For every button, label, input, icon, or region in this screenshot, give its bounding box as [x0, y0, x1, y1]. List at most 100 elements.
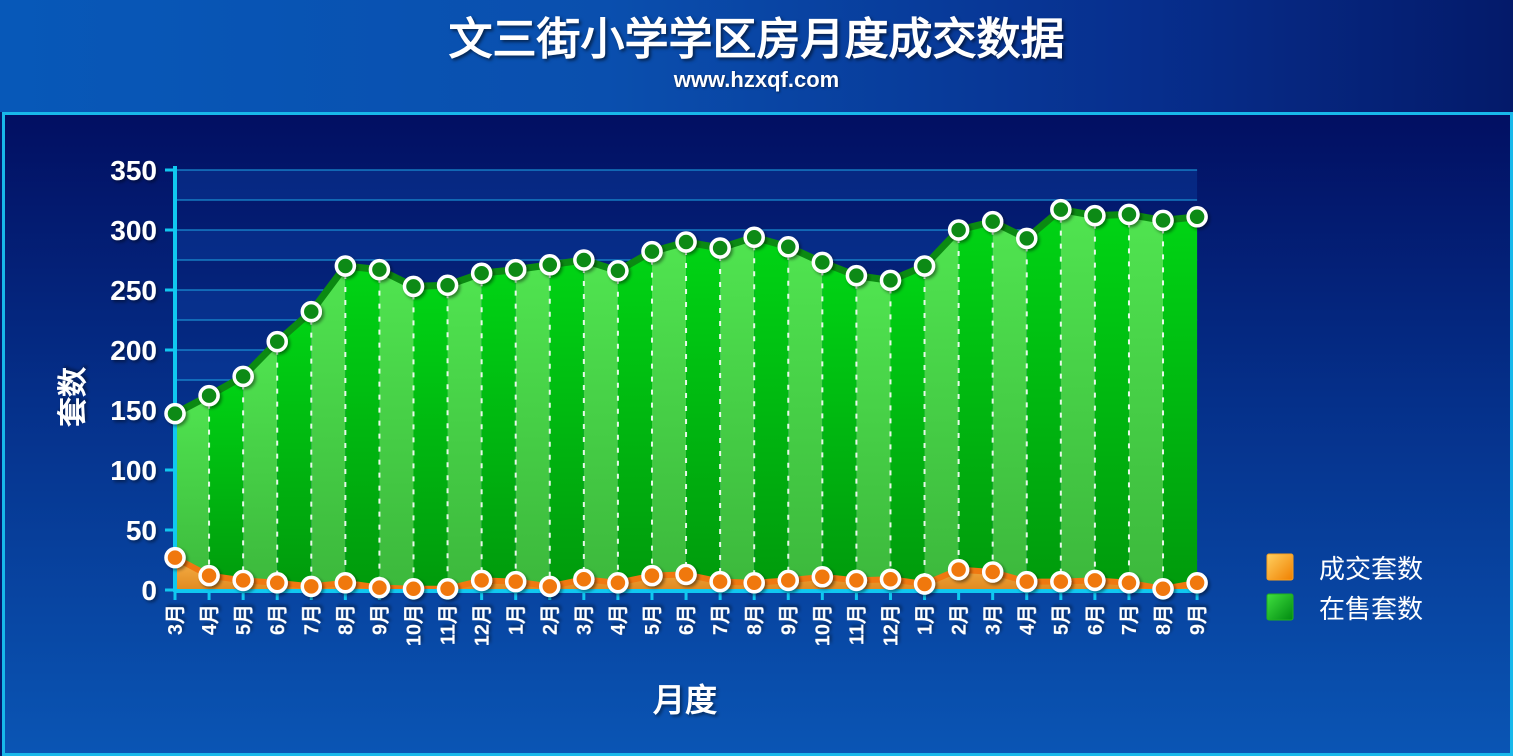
x-tick-label: 8月 [744, 604, 766, 635]
y-tick-label: 150 [110, 395, 157, 426]
inventory-area-segment [924, 230, 959, 590]
x-tick-label: 4月 [1017, 604, 1039, 635]
inventory-area-segment [856, 275, 891, 590]
inventory-area-segment [890, 266, 925, 590]
inventory-area-segment [583, 260, 618, 590]
x-tick-label: 3月 [165, 604, 187, 635]
x-tick-label: 11月 [438, 604, 460, 645]
inventory-point [300, 300, 323, 323]
x-tick-label: 8月 [335, 604, 357, 635]
inventory-point [641, 240, 663, 263]
chart-panel: 套数 月度 0 50 100 150 200 250 300 350 3月 4月 5月 6月 7月 8月 9… [2, 112, 1513, 756]
inventory-area-segment [345, 266, 380, 590]
legend-swatch-inventory [1266, 593, 1294, 621]
inventory-point [232, 365, 254, 388]
inventory-point [1016, 227, 1038, 250]
inventory-area-segment [686, 242, 721, 590]
x-axis-title: 月度 [653, 682, 717, 718]
deals-point [573, 568, 595, 590]
inventory-point [539, 254, 561, 276]
inventory-area-segment [277, 311, 312, 590]
deals-point [1016, 570, 1038, 593]
deals-point [266, 572, 288, 594]
marker-layer [164, 198, 1208, 600]
inventory-point [436, 274, 459, 296]
inventory-area-segment [209, 376, 244, 590]
x-tick-label: 2月 [949, 604, 971, 635]
deals-point [845, 569, 868, 592]
y-tick-label: 250 [110, 275, 157, 306]
inventory-area-segment [720, 237, 755, 590]
inventory-area-segment [1060, 209, 1095, 590]
x-tick-label: 6月 [676, 604, 698, 635]
x-tick-label: 4月 [199, 604, 221, 635]
inventory-point [1118, 203, 1140, 226]
deals-point [607, 572, 629, 594]
inventory-area-segment [243, 341, 278, 590]
deals-point [368, 576, 391, 599]
inventory-area-segment [515, 264, 550, 590]
grid-band [175, 170, 1198, 200]
inventory-area-segment [788, 246, 823, 591]
inventory-point [913, 255, 936, 277]
deals-point [675, 563, 697, 586]
inventory-point [981, 210, 1004, 233]
inventory-point [573, 249, 595, 271]
inventory-point [1084, 204, 1106, 227]
inventory-area-segment [549, 260, 584, 590]
x-tick-label: 12月 [472, 604, 494, 646]
x-tick-label: 12月 [880, 604, 902, 646]
deals-point [232, 569, 254, 592]
y-tick-label: 50 [126, 515, 157, 546]
legend-label-deals: 成交套数 [1319, 554, 1423, 584]
inventory-point [811, 251, 834, 274]
inventory-point [947, 219, 970, 241]
inventory-point [334, 255, 357, 277]
x-tick-label: 10月 [812, 604, 834, 646]
inventory-area-segment [1128, 214, 1164, 590]
deals-point [811, 566, 834, 588]
inventory-area-segment [651, 242, 687, 590]
inventory-area-segment [311, 266, 346, 590]
x-tick-label: 11月 [846, 604, 868, 645]
inventory-area-segment [822, 262, 857, 590]
inventory-point [777, 236, 800, 258]
chart-title: 文三街小学学区房月度成交数据 [448, 14, 1065, 65]
x-tick-label: 9月 [369, 604, 391, 635]
x-tick-label: 5月 [233, 604, 255, 635]
inventory-point [675, 231, 697, 253]
x-tick-label: 4月 [608, 604, 630, 635]
inventory-point [879, 269, 902, 292]
deals-point [981, 561, 1004, 583]
inventory-point [402, 275, 425, 298]
x-tick-label: 1月 [506, 604, 528, 635]
inventory-point [266, 330, 288, 353]
inventory-point [709, 237, 731, 259]
label-layer: 套数 月度 0 50 100 150 200 250 300 350 3月 4月 5月 6月 7月 8月 9… [57, 155, 1209, 718]
x-tick-label: 9月 [778, 604, 800, 635]
deals-point [436, 578, 459, 600]
inventory-area-segment [992, 221, 1027, 590]
x-tick-label: 6月 [267, 604, 289, 635]
deals-point [1152, 578, 1174, 600]
x-tick-label: 8月 [1153, 604, 1175, 635]
inventory-point [470, 262, 493, 284]
inventory-point [607, 260, 629, 282]
deals-point [1084, 569, 1106, 592]
inventory-area-segment [1163, 216, 1198, 591]
deals-point [504, 570, 527, 593]
legend-label-inventory: 在售套数 [1319, 594, 1423, 624]
deals-point [470, 569, 493, 592]
y-tick-label: 100 [110, 455, 157, 486]
x-tick-label: 5月 [1051, 604, 1073, 635]
deals-point [947, 558, 970, 581]
x-tick-label: 9月 [1187, 604, 1209, 635]
deals-point [913, 573, 936, 595]
inventory-point [198, 384, 220, 407]
inventory-area-segment [1094, 214, 1129, 590]
inventory-area-segment [175, 395, 210, 590]
inventory-area-segment [617, 251, 652, 590]
deals-point [1186, 572, 1208, 594]
header-banner: 文三街小学学区房月度成交数据 www.hzxqf.com [0, 0, 1513, 112]
